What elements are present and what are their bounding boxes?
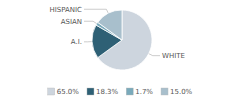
- legend-item: 15.0%: [161, 88, 193, 96]
- legend-swatch: [87, 88, 94, 95]
- legend-swatch: [161, 88, 168, 95]
- legend: 65.0% 18.3% 1.7% 15.0%: [48, 88, 193, 96]
- slice-label: HISPANIC: [49, 6, 82, 14]
- pie-slice: [98, 10, 122, 40]
- slice-label: A.I.: [71, 38, 82, 46]
- legend-swatch: [48, 88, 55, 95]
- legend-item: 65.0%: [48, 88, 80, 96]
- slice-label: ASIAN: [61, 18, 82, 26]
- legend-label: 1.7%: [135, 88, 153, 96]
- legend-swatch: [126, 88, 133, 95]
- slices: [92, 10, 152, 70]
- legend-label: 18.3%: [96, 88, 119, 96]
- legend-item: 1.7%: [126, 88, 153, 96]
- legend-label: 65.0%: [57, 88, 80, 96]
- plot-area: [92, 10, 152, 70]
- legend-label: 15.0%: [170, 88, 193, 96]
- legend-item: 18.3%: [87, 88, 119, 96]
- chart: WHITE A.I. ASIAN HISPANIC 65.0% 18.3% 1.7% 15.0…: [0, 0, 240, 100]
- slice-label: WHITE: [162, 52, 185, 60]
